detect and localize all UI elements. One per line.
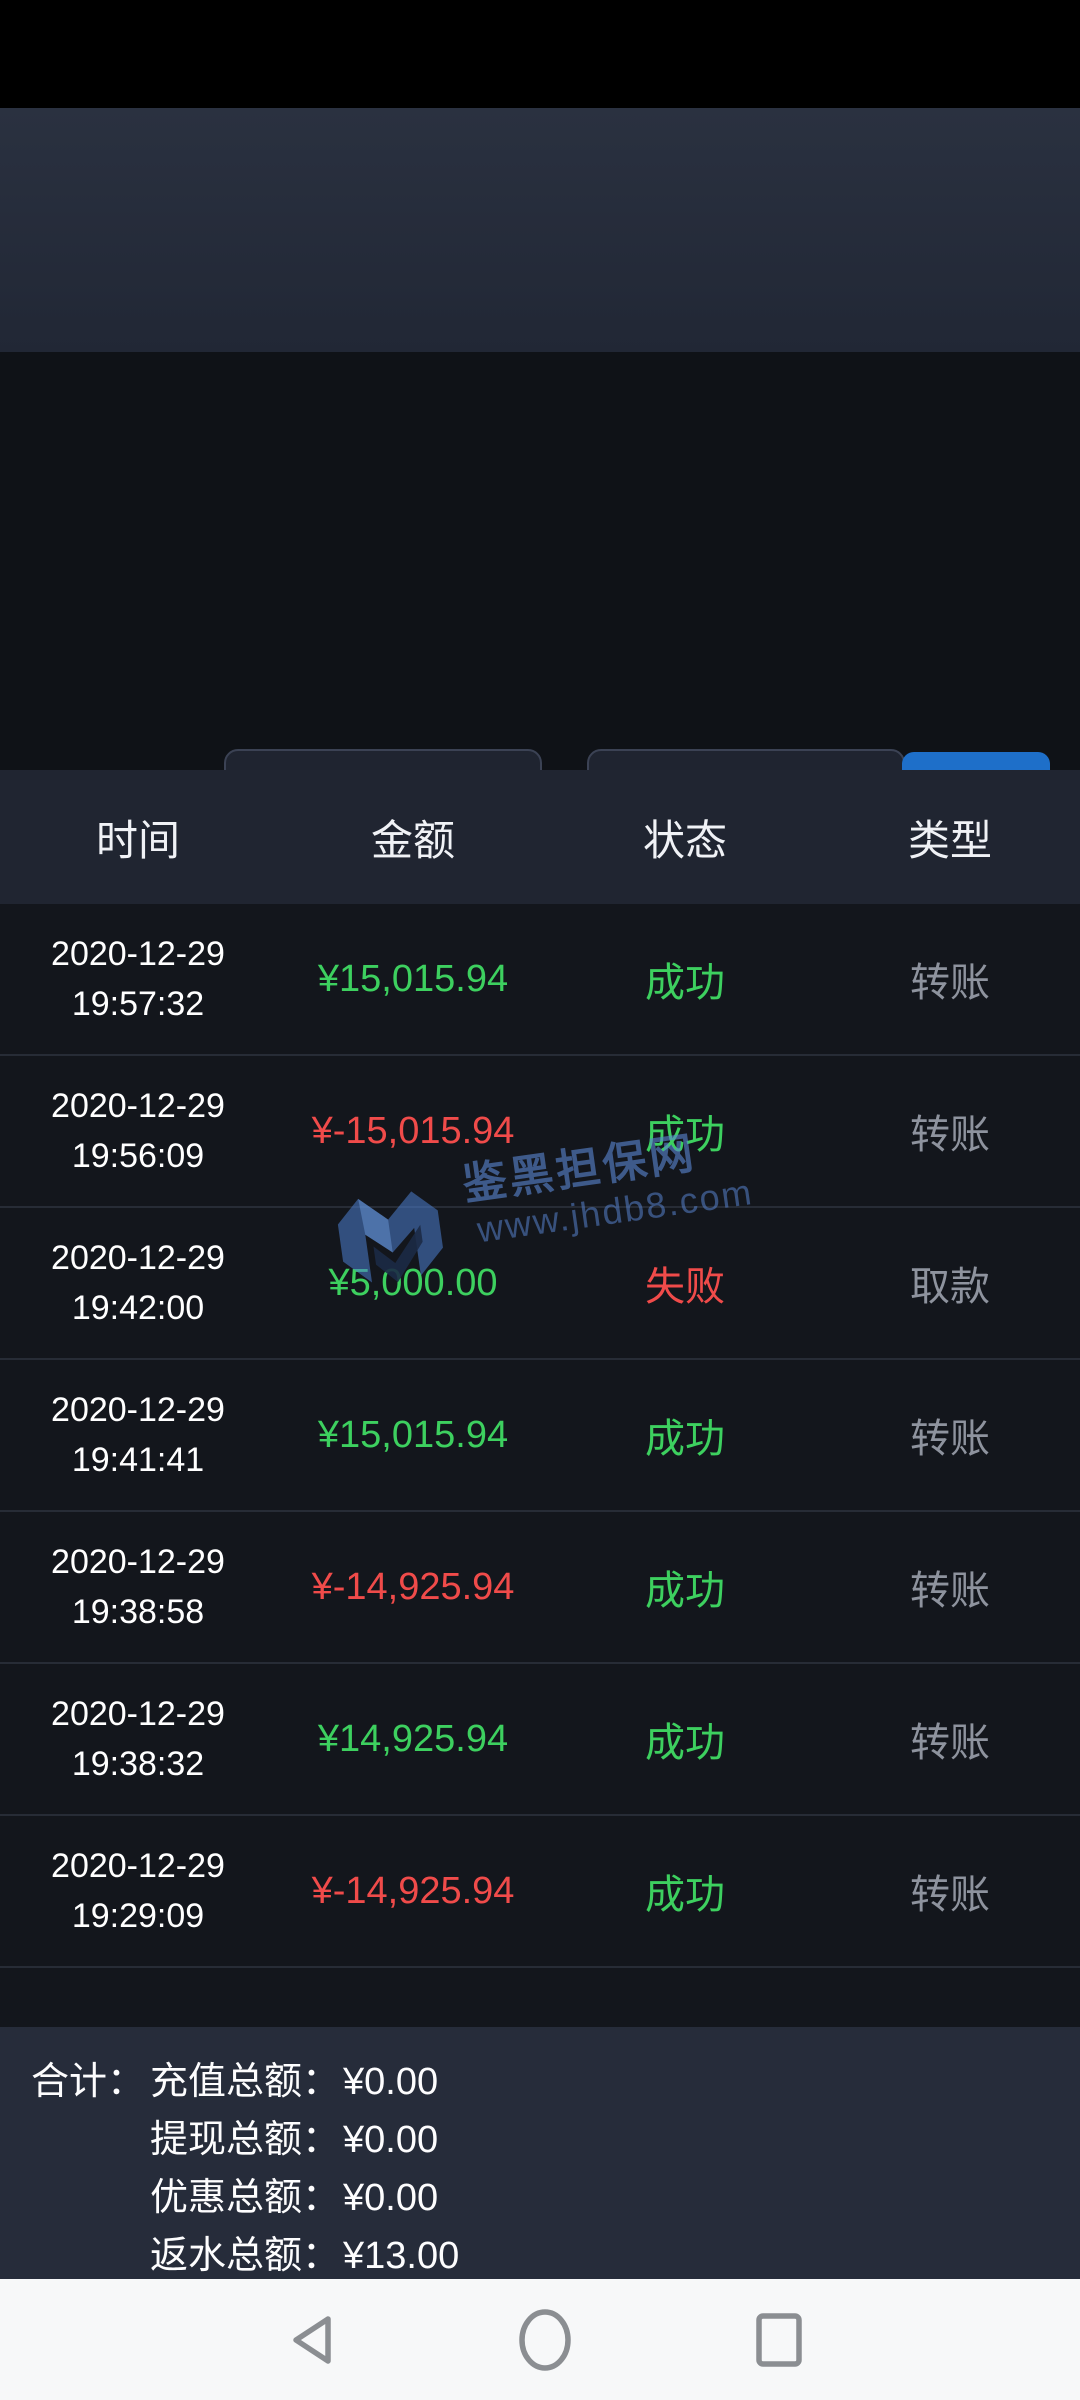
row-type: 转账 xyxy=(910,1873,990,1917)
filter-panel: 创建日期: 2020-12-30 ~ 202 xyxy=(0,352,1080,1056)
nav-back-icon[interactable] xyxy=(288,2314,334,2366)
column-header-time: 时间 xyxy=(95,816,180,864)
row-type: 转账 xyxy=(910,1721,990,1765)
table-row: 2020-12-29 19:56:09 ¥-15,015.94 成功 转账 xyxy=(0,1056,1080,1208)
row-date: 2020-12-29 xyxy=(51,1087,225,1125)
row-amount: ¥5,000.00 xyxy=(328,1261,498,1304)
column-header-amount: 金额 xyxy=(370,816,455,864)
row-time: 19:38:32 xyxy=(71,1745,205,1783)
row-date: 2020-12-29 xyxy=(51,1847,225,1885)
table-row: 2020-12-29 19:57:32 ¥15,015.94 成功 转账 xyxy=(0,904,1080,1056)
row-time: 19:38:58 xyxy=(71,1593,205,1631)
summary-item-label: 返水总额： xyxy=(150,2235,341,2277)
row-status: 成功 xyxy=(645,1721,725,1765)
row-status: 失败 xyxy=(645,1265,725,1309)
records-list[interactable]: 2020-12-29 19:57:32 ¥15,015.94 成功 转账 2020… xyxy=(0,904,1080,2028)
summary-item-value: ¥0.00 xyxy=(343,2119,439,2161)
table-row: 2020-12-29 19:38:58 ¥-14,925.94 成功 转账 xyxy=(0,1512,1080,1664)
summary-line: 优惠总额： ¥0.00 xyxy=(0,2169,1080,2227)
row-amount: ¥-15,015.94 xyxy=(311,1109,515,1152)
row-date: 2020-12-29 xyxy=(51,1543,225,1581)
row-time: 19:56:09 xyxy=(71,1137,205,1175)
summary-line: 合计： 充值总额： ¥0.00 xyxy=(0,2053,1080,2111)
row-date: 2020-12-29 xyxy=(0,2018,276,2028)
row-status: 成功 xyxy=(645,1873,725,1917)
android-nav-bar xyxy=(0,2279,1080,2400)
nav-recent-icon[interactable] xyxy=(755,2312,803,2368)
row-amount: ¥-14,925.94 xyxy=(311,1869,515,1912)
summary-line: 提现总额： ¥0.00 xyxy=(0,2111,1080,2169)
row-date: 2020-12-29 xyxy=(51,1391,225,1429)
row-status: 成功 xyxy=(645,1417,725,1461)
row-status: 成功 xyxy=(645,1113,725,1157)
row-type: 取款 xyxy=(910,1265,990,1309)
table-row: 2020-12-29 19:38:32 ¥14,925.94 成功 转账 xyxy=(0,1664,1080,1816)
row-type: 转账 xyxy=(910,1417,990,1461)
row-time: 19:41:41 xyxy=(71,1441,205,1479)
row-date: 2020-12-29 xyxy=(51,935,225,973)
table-row: 2020-12-29 xyxy=(0,1968,1080,2028)
summary-item-value: ¥13.00 xyxy=(343,2235,460,2277)
column-header-type: 类型 xyxy=(907,816,992,864)
row-time: 19:29:09 xyxy=(71,1897,205,1935)
table-header: 时间 金额 状态 类型 xyxy=(0,770,1080,904)
row-type: 转账 xyxy=(910,1569,990,1613)
row-amount: ¥-14,925.94 xyxy=(311,1565,515,1608)
summary-item-value: ¥0.00 xyxy=(343,2061,439,2103)
table-row: 2020-12-29 19:42:00 ¥5,000.00 失败 取款 xyxy=(0,1208,1080,1360)
summary-item-label: 优惠总额： xyxy=(150,2177,341,2219)
row-date: 2020-12-29 xyxy=(51,1239,225,1277)
row-status: 成功 xyxy=(645,1569,725,1613)
row-time: 19:42:00 xyxy=(71,1289,205,1327)
row-amount: ¥15,015.94 xyxy=(317,957,509,1000)
row-amount: ¥15,015.94 xyxy=(317,1413,509,1456)
table-row: 2020-12-29 19:41:41 ¥15,015.94 成功 转账 xyxy=(0,1360,1080,1512)
row-status: 成功 xyxy=(645,961,725,1005)
summary-item-value: ¥0.00 xyxy=(343,2177,439,2219)
summary-total-label: 合计： xyxy=(31,2061,146,2103)
app-header: 资金记录 xyxy=(0,108,1080,427)
summary-line: 返水总额： ¥13.00 xyxy=(0,2227,1080,2285)
summary-item-label: 充值总额： xyxy=(150,2061,341,2103)
row-date: 2020-12-29 xyxy=(51,1695,225,1733)
row-type: 转账 xyxy=(910,1113,990,1157)
row-type: 转账 xyxy=(910,961,990,1005)
table-row: 2020-12-29 19:29:09 ¥-14,925.94 成功 转账 xyxy=(0,1816,1080,1968)
column-header-status: 状态 xyxy=(642,816,727,864)
summary-panel: 合计： 充值总额： ¥0.00 提现总额： ¥0.00 优惠总额： ¥0.00 … xyxy=(0,2027,1080,2279)
status-bar xyxy=(0,0,1080,108)
row-amount: ¥14,925.94 xyxy=(317,1717,509,1760)
row-time: 19:57:32 xyxy=(71,985,205,1023)
nav-home-icon[interactable] xyxy=(518,2308,572,2372)
summary-item-label: 提现总额： xyxy=(150,2119,341,2161)
